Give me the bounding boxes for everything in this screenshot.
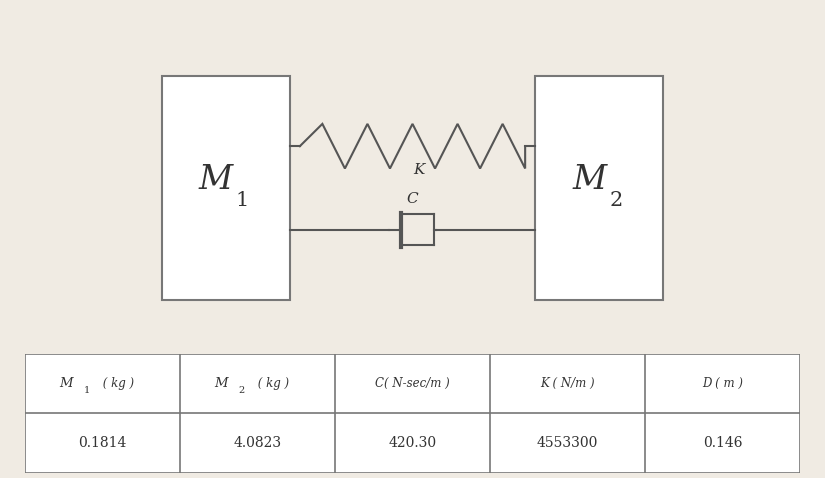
Text: M: M <box>214 377 228 390</box>
Bar <box>535 76 663 300</box>
Text: 420.30: 420.30 <box>389 436 436 450</box>
Text: ( kg ): ( kg ) <box>99 377 134 390</box>
Text: K ( N/m ): K ( N/m ) <box>540 377 595 390</box>
Text: M: M <box>573 163 606 196</box>
Text: 2: 2 <box>238 386 245 395</box>
Text: D ( m ): D ( m ) <box>702 377 743 390</box>
Text: K: K <box>413 163 425 177</box>
Text: 2: 2 <box>610 191 623 210</box>
Text: 4.0823: 4.0823 <box>233 436 281 450</box>
Text: ( kg ): ( kg ) <box>254 377 290 390</box>
Text: 0.146: 0.146 <box>703 436 742 450</box>
Text: 1: 1 <box>236 191 249 210</box>
Text: C( N-sec/m ): C( N-sec/m ) <box>375 377 450 390</box>
Text: 0.1814: 0.1814 <box>78 436 126 450</box>
Text: 1: 1 <box>83 386 90 395</box>
Text: C: C <box>407 193 418 206</box>
Text: M: M <box>199 163 233 196</box>
Text: 4553300: 4553300 <box>537 436 598 450</box>
Text: M: M <box>59 377 73 390</box>
Bar <box>162 76 290 300</box>
